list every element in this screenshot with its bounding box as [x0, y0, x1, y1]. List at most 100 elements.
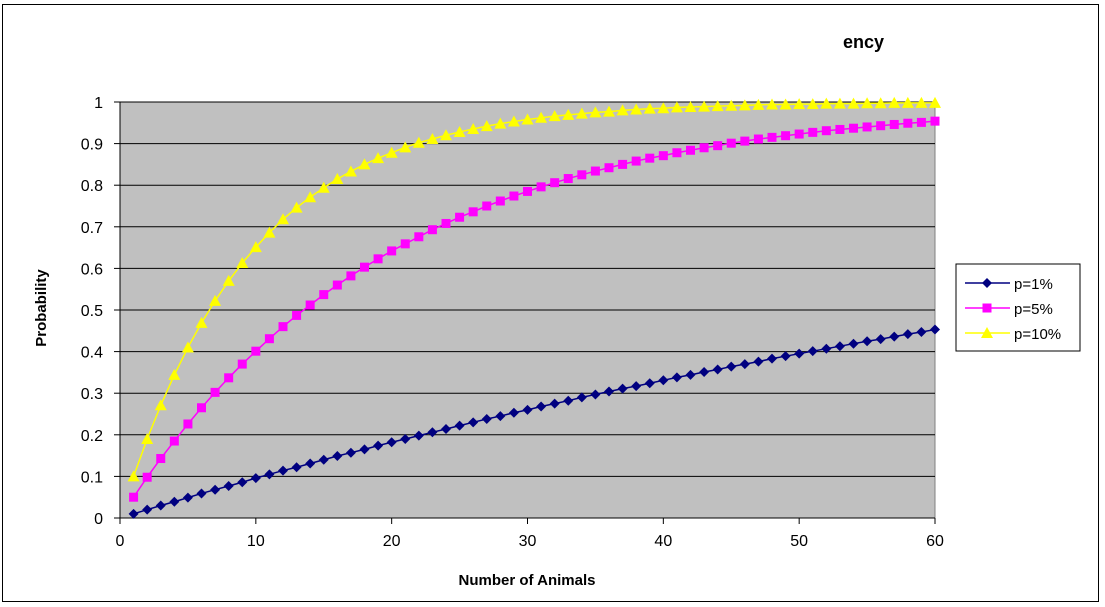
data-point [658, 151, 668, 161]
data-point [183, 419, 193, 429]
data-point [223, 480, 234, 491]
data-point [644, 378, 655, 389]
data-point [373, 440, 384, 451]
data-point [427, 427, 438, 438]
data-point [332, 280, 342, 290]
x-tick-label: 10 [247, 533, 265, 550]
legend: p=1% p=5% p=10% [955, 263, 1081, 352]
legend-label: p=10% [1014, 326, 1061, 343]
data-point [441, 423, 451, 434]
data-point [332, 451, 343, 462]
data-point [604, 386, 614, 397]
data-point [129, 492, 139, 502]
data-point [385, 146, 398, 158]
data-point [888, 96, 901, 108]
legend-item: p=1% [965, 276, 1053, 293]
data-point [603, 105, 615, 117]
data-point [305, 300, 315, 310]
data-point [712, 364, 723, 375]
data-point [876, 121, 886, 131]
data-point [169, 496, 180, 507]
data-point [264, 334, 274, 344]
x-tick-label: 60 [926, 533, 944, 550]
data-point [304, 191, 317, 203]
data-point [413, 430, 424, 441]
data-point [929, 96, 941, 108]
data-point [631, 381, 642, 392]
data-point [685, 369, 696, 380]
data-point [154, 399, 167, 411]
x-tick-label: 20 [383, 533, 401, 550]
data-point [291, 462, 302, 473]
y-tick-label: 0.5 [81, 303, 103, 320]
data-point [441, 218, 451, 228]
data-point [590, 389, 601, 400]
data-point [670, 101, 683, 113]
data-point [711, 100, 724, 112]
data-point [849, 123, 858, 133]
data-point [427, 225, 437, 235]
data-point [902, 329, 913, 340]
data-point [182, 492, 193, 503]
data-point [862, 336, 873, 347]
y-tick-label: 0.2 [81, 428, 103, 445]
data-point [440, 129, 452, 141]
x-tick-label: 50 [790, 533, 808, 550]
y-tick-label: 0.3 [81, 386, 103, 403]
data-point [345, 447, 356, 458]
data-point [156, 454, 166, 464]
data-point [278, 465, 288, 476]
data-point [725, 99, 738, 111]
data-point [453, 125, 466, 137]
data-point [237, 477, 248, 488]
data-point [197, 403, 206, 413]
data-point [740, 136, 750, 146]
data-point [521, 113, 534, 125]
data-point [507, 115, 520, 127]
data-point [618, 159, 628, 169]
data-point [576, 392, 587, 403]
data-point [672, 148, 682, 158]
data-point [482, 201, 492, 211]
data-point [698, 100, 711, 112]
data-point [753, 356, 764, 367]
data-point [412, 136, 425, 148]
data-point [386, 437, 397, 448]
data-point [767, 353, 777, 364]
series-3 [127, 96, 941, 482]
data-point [480, 120, 493, 132]
data-point [806, 98, 819, 110]
legend-label: p=1% [1014, 276, 1053, 293]
data-point [387, 246, 397, 256]
data-point [658, 375, 669, 386]
data-point [821, 343, 832, 354]
data-point [251, 346, 261, 356]
data-point [617, 383, 628, 394]
data-point [575, 107, 588, 119]
data-point [210, 387, 220, 397]
data-point [808, 127, 818, 137]
data-point [278, 322, 288, 332]
data-point [468, 417, 479, 428]
data-point [277, 213, 289, 225]
data-point [874, 97, 887, 109]
data-point [263, 226, 276, 238]
data-point [181, 341, 194, 353]
y-tick-label: 0.7 [81, 220, 103, 237]
data-point [224, 373, 234, 383]
data-point [794, 348, 805, 359]
data-point [467, 123, 480, 135]
data-point [237, 359, 247, 369]
data-point [344, 165, 357, 177]
data-point [835, 124, 845, 134]
data-point [222, 274, 235, 286]
data-point [346, 271, 356, 281]
data-point [536, 401, 547, 412]
data-point [631, 156, 641, 166]
data-point [523, 186, 532, 196]
data-point [930, 116, 940, 126]
data-point [807, 346, 818, 357]
data-point [589, 106, 602, 118]
data-point [875, 334, 886, 345]
data-point [535, 111, 548, 123]
